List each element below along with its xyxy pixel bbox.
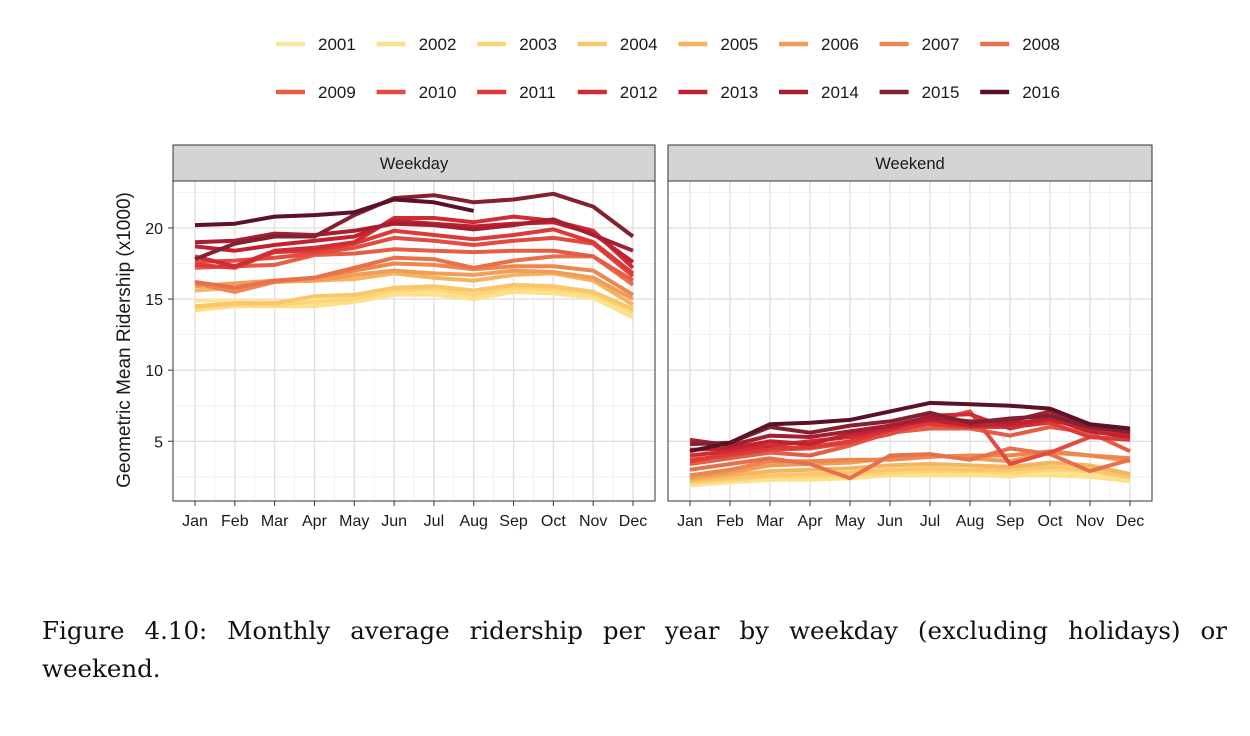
facet-panels: Weekday Jan Feb Mar Apr May Jun Jul Aug Sep Oct Nov… bbox=[145, 144, 1153, 530]
x-tick-label-weekend-jan: Jan bbox=[677, 513, 703, 530]
series-line-weekend-2014 bbox=[689, 409, 1131, 448]
legend-label-2010: 2010 bbox=[419, 83, 457, 102]
legend-label-2012: 2012 bbox=[620, 83, 658, 102]
x-tick-label-weekend-apr: Apr bbox=[798, 513, 824, 530]
legend-label-2009: 2009 bbox=[318, 83, 356, 102]
series-line-weekend-2002 bbox=[689, 473, 1131, 486]
x-tick-label-weekday-apr: Apr bbox=[302, 513, 328, 530]
x-tick-label-weekday-may: May bbox=[339, 513, 369, 530]
series-line-weekday-2015 bbox=[194, 191, 635, 262]
legend-label-2011: 2011 bbox=[519, 83, 556, 102]
figure-caption: Figure 4.10: Monthly average ridership p… bbox=[42, 612, 1227, 688]
series-line-weekend-2004 bbox=[689, 464, 1131, 484]
y-tick-label-20: 20 bbox=[145, 221, 163, 238]
x-tick-label-weekday-feb: Feb bbox=[221, 513, 249, 530]
x-tick-label-weekday-nov: Nov bbox=[579, 513, 607, 530]
series-line-weekend-2016 bbox=[689, 400, 1131, 454]
series-line-weekend-2009 bbox=[689, 425, 1131, 466]
legend-label-2003: 2003 bbox=[519, 35, 557, 54]
x-tick-label-weekday-mar: Mar bbox=[261, 513, 289, 530]
legend-label-2001: 2001 bbox=[318, 35, 356, 54]
series-line-weekday-2004 bbox=[194, 282, 634, 311]
series-line-weekend-2015 bbox=[689, 410, 1131, 447]
x-tick-label-weekday-jan: Jan bbox=[182, 513, 208, 530]
x-tick-label-weekend-oct: Oct bbox=[1038, 513, 1063, 530]
strip-weekend bbox=[667, 144, 1153, 182]
series-line-weekday-2016 bbox=[194, 197, 475, 228]
legend-label-2007: 2007 bbox=[922, 35, 960, 54]
x-tick-label-weekday-jul: Jul bbox=[424, 513, 444, 530]
x-tick-label-weekend-sep: Sep bbox=[996, 513, 1025, 530]
x-tick-label-weekend-jun: Jun bbox=[877, 513, 903, 530]
series-line-weekday-2009 bbox=[194, 247, 635, 283]
legend-label-2006: 2006 bbox=[821, 35, 859, 54]
legend-label-2013: 2013 bbox=[720, 83, 758, 102]
legend-label-2005: 2005 bbox=[720, 35, 758, 54]
legend-label-2004: 2004 bbox=[620, 35, 658, 54]
strip-label-weekday: Weekday bbox=[380, 155, 449, 173]
x-tick-label-weekday-aug: Aug bbox=[459, 513, 487, 530]
y-tick-label-10: 10 bbox=[145, 363, 163, 380]
y-tick-label-15: 15 bbox=[145, 292, 163, 309]
strip-label-weekend: Weekend bbox=[875, 155, 944, 173]
series-line-weekday-2008 bbox=[194, 254, 635, 290]
series-line-weekend-2008 bbox=[689, 446, 1131, 481]
x-tick-label-weekday-jun: Jun bbox=[381, 513, 407, 530]
panel-weekend: Weekend Jan Feb Mar Apr May Jun Jul Aug Sep Oct Nov… bbox=[667, 144, 1153, 530]
series-line-weekend-2013 bbox=[689, 416, 1131, 452]
caption-line-1: Figure 4.10: Monthly average ridership p… bbox=[42, 616, 1227, 645]
x-tick-label-weekend-feb: Feb bbox=[716, 513, 744, 530]
x-tick-label-weekday-dec: Dec bbox=[619, 513, 647, 530]
x-tick-label-weekend-mar: Mar bbox=[756, 513, 784, 530]
caption-line-2: weekend. bbox=[42, 654, 161, 683]
panel-border-weekend bbox=[667, 180, 1153, 502]
series-line-weekend-2005 bbox=[689, 460, 1131, 482]
x-tick-label-weekday-oct: Oct bbox=[541, 513, 566, 530]
y-axis-title: Geometric Mean Ridership (x1000) bbox=[114, 192, 135, 488]
panel-border-weekday bbox=[172, 180, 656, 502]
legend-label-2002: 2002 bbox=[419, 35, 457, 54]
y-tick-label-5: 5 bbox=[154, 434, 163, 451]
x-tick-label-weekend-nov: Nov bbox=[1076, 513, 1104, 530]
series-line-weekday-2010 bbox=[194, 235, 635, 278]
legend-label-2015: 2015 bbox=[922, 83, 960, 102]
x-tick-label-weekday-sep: Sep bbox=[499, 513, 528, 530]
legend-label-2014: 2014 bbox=[821, 83, 859, 102]
legend-label-2008: 2008 bbox=[1022, 35, 1060, 54]
x-tick-label-weekend-dec: Dec bbox=[1116, 513, 1144, 530]
legend-label-2016: 2016 bbox=[1022, 83, 1060, 102]
x-tick-label-weekend-aug: Aug bbox=[956, 513, 984, 530]
series-line-weekend-2011 bbox=[689, 420, 1131, 464]
legend: 2001 2002 2003 2004 2005 2006 2007 2008 2009 2010… bbox=[276, 35, 1060, 102]
x-tick-label-weekend-may: May bbox=[835, 513, 865, 530]
series-line-weekday-2014 bbox=[194, 217, 634, 253]
x-tick-label-weekend-jul: Jul bbox=[920, 513, 940, 530]
panel-weekday: Weekday Jan Feb Mar Apr May Jun Jul Aug Sep Oct Nov… bbox=[145, 144, 656, 530]
